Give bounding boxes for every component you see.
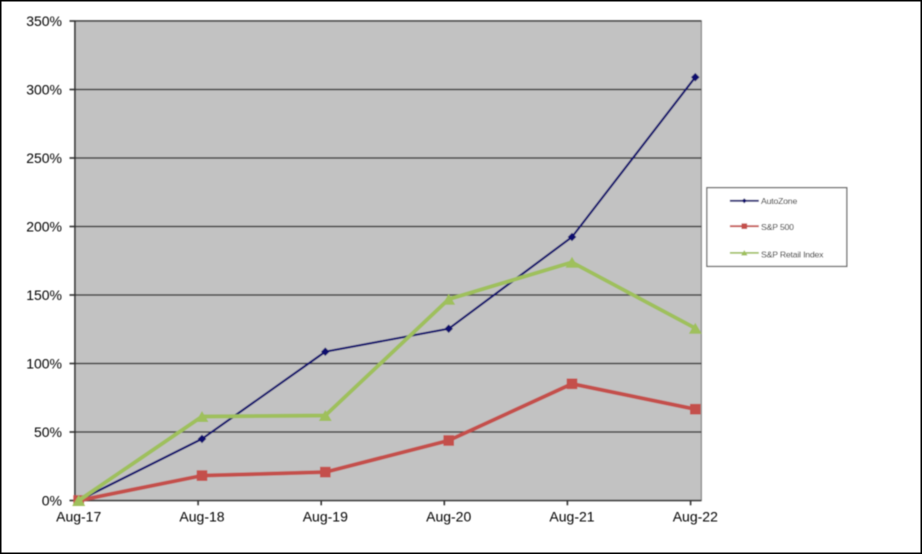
svg-text:Aug-18: Aug-18 [179,509,224,525]
svg-text:0%: 0% [42,493,62,509]
svg-text:Aug-20: Aug-20 [426,509,471,525]
svg-text:200%: 200% [26,219,62,235]
svg-text:S&P Retail Index: S&P Retail Index [761,249,824,259]
svg-text:Aug-22: Aug-22 [673,509,718,525]
svg-text:300%: 300% [26,82,62,98]
svg-text:350%: 350% [26,13,62,29]
svg-text:Aug-21: Aug-21 [549,509,594,525]
svg-text:100%: 100% [26,356,62,372]
svg-text:Aug-17: Aug-17 [56,509,101,525]
svg-text:150%: 150% [26,287,62,303]
svg-text:AutoZone: AutoZone [761,196,797,206]
svg-text:250%: 250% [26,150,62,166]
svg-text:S&P 500: S&P 500 [761,222,794,232]
svg-text:50%: 50% [34,424,62,440]
svg-text:Aug-19: Aug-19 [303,509,348,525]
